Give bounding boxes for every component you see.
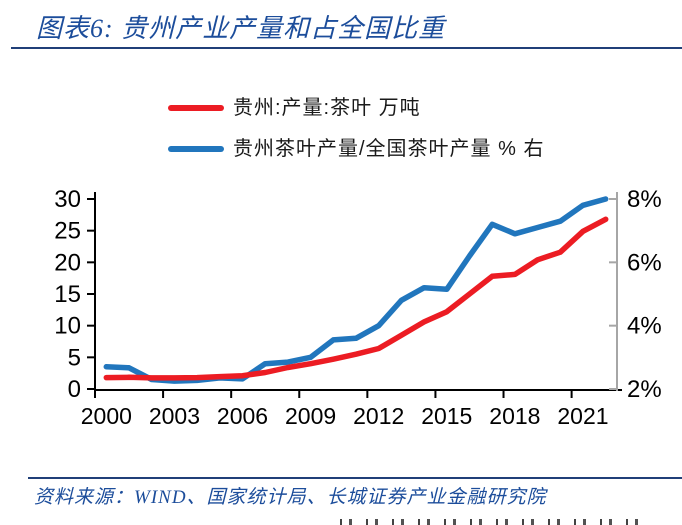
svg-text:20: 20 [54,249,81,276]
legend-label-production: 贵州:产量:茶叶 万吨 [233,97,421,119]
svg-text:5: 5 [68,344,81,371]
svg-text:30: 30 [54,186,81,213]
red-line-swatch [168,105,224,111]
svg-text:2018: 2018 [489,403,540,429]
chart-plot-area: 0 5 10 15 20 25 30 2% 4% 6% 8% 2000 2003 2006 2009 2012… [54,186,662,429]
svg-text:2012: 2012 [353,403,404,429]
blue-line-swatch [168,146,224,152]
chart-title: 图表6: 贵州产业产量和占全国比重 [36,14,446,43]
svg-text:2021: 2021 [557,403,608,429]
source-note: 资料来源：WIND、国家统计局、长城证券产业金融研究院 [34,487,547,508]
svg-text:15: 15 [54,281,81,308]
svg-text:6%: 6% [627,249,662,276]
legend-item-production: 贵州:产量:茶叶 万吨 [168,96,544,120]
legend-item-share: 贵州茶叶产量/全国茶叶产量 % 右 [168,137,544,161]
title-underline [11,47,682,49]
svg-text:2000: 2000 [81,403,132,429]
cutoff-text-fragment [340,519,642,525]
svg-text:2015: 2015 [421,403,472,429]
chart-legend: 贵州:产量:茶叶 万吨 贵州茶叶产量/全国茶叶产量 % 右 [168,96,544,161]
svg-text:2%: 2% [627,376,662,403]
svg-text:4%: 4% [627,313,662,340]
svg-text:2003: 2003 [149,403,200,429]
svg-text:2006: 2006 [217,403,268,429]
svg-text:8%: 8% [627,186,662,213]
svg-text:10: 10 [54,313,81,340]
svg-text:0: 0 [68,376,81,403]
svg-text:2009: 2009 [285,403,336,429]
svg-text:25: 25 [54,218,81,245]
legend-label-share: 贵州茶叶产量/全国茶叶产量 % 右 [233,138,545,160]
footer-rule [28,477,682,479]
